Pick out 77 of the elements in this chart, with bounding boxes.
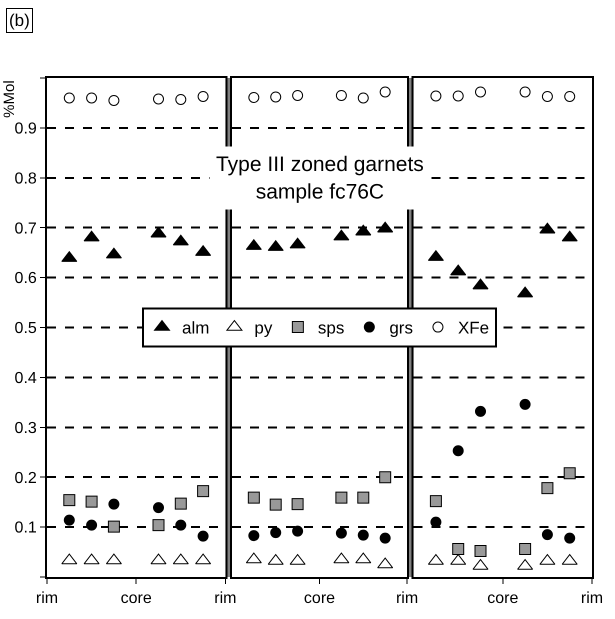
- point: [175, 520, 186, 531]
- point: [292, 498, 304, 510]
- point: [174, 498, 187, 510]
- point: [335, 492, 348, 504]
- point: [248, 530, 260, 542]
- y-tick-label: 0.8: [14, 170, 37, 188]
- legend-label: grs: [389, 318, 413, 338]
- point: [520, 86, 531, 98]
- point: [452, 90, 464, 102]
- point: [474, 545, 487, 558]
- y-tick-label: 0.6: [14, 270, 37, 288]
- y-tick-label: 0.1: [14, 520, 37, 537]
- point: [198, 530, 209, 542]
- point: [86, 92, 98, 104]
- point: [358, 530, 369, 541]
- point: [358, 92, 369, 104]
- point: [475, 406, 486, 417]
- point: [108, 520, 120, 533]
- point: [248, 492, 260, 504]
- point: [153, 502, 164, 514]
- point: [379, 471, 392, 484]
- point: [63, 494, 76, 506]
- point: [452, 445, 464, 456]
- point: [153, 93, 164, 104]
- y-tick-label: 0.9: [14, 120, 37, 138]
- point: [152, 519, 164, 532]
- point: [270, 498, 282, 511]
- text: (b): [9, 11, 30, 30]
- annotation: Type III zoned garnets sample fc76C: [216, 153, 424, 204]
- point: [86, 496, 98, 508]
- point: [197, 485, 210, 498]
- point: [292, 90, 304, 101]
- point: [248, 92, 260, 103]
- point: [64, 514, 75, 526]
- point: [519, 543, 532, 556]
- point: [270, 91, 282, 102]
- y-tick-label: 0.5: [14, 320, 37, 338]
- legend-label: sps: [318, 318, 344, 338]
- y-tick-label: 0.3: [14, 420, 37, 437]
- y-axis-title: %Mol: [0, 80, 18, 118]
- point: [564, 532, 576, 544]
- point: [380, 86, 391, 98]
- point: [108, 498, 120, 510]
- point: [292, 526, 304, 537]
- point: [175, 94, 186, 105]
- point: [198, 90, 209, 102]
- point: [564, 90, 576, 102]
- point: [336, 528, 347, 539]
- point: [541, 482, 554, 494]
- point: [270, 527, 282, 538]
- point: [357, 492, 370, 504]
- point: [430, 90, 442, 102]
- x-tick-label: core: [487, 590, 518, 608]
- x-tick-label: rim: [580, 590, 604, 608]
- point: [520, 398, 531, 410]
- y-tick-label: 0.2: [14, 470, 37, 487]
- point: [380, 532, 391, 544]
- legend-label: alm: [182, 318, 210, 338]
- point: [542, 90, 553, 102]
- point: [336, 90, 347, 101]
- point: [542, 529, 553, 540]
- point: [452, 543, 464, 556]
- point: [564, 467, 576, 480]
- y-tick-label: 0.4: [14, 370, 37, 387]
- legend-label: XFe: [458, 318, 490, 338]
- x-tick-label: core: [304, 590, 336, 608]
- point: [86, 520, 98, 531]
- x-tick-label: rim: [396, 590, 418, 608]
- x-tick-label: rim: [214, 590, 237, 608]
- point: [108, 94, 120, 106]
- point: [430, 495, 442, 508]
- legend-label: py: [254, 318, 273, 338]
- x-tick-label: rim: [36, 590, 58, 608]
- y-tick-label: 0.7: [14, 220, 37, 238]
- point: [475, 86, 486, 98]
- point: [64, 92, 75, 104]
- x-tick-label: core: [120, 590, 152, 608]
